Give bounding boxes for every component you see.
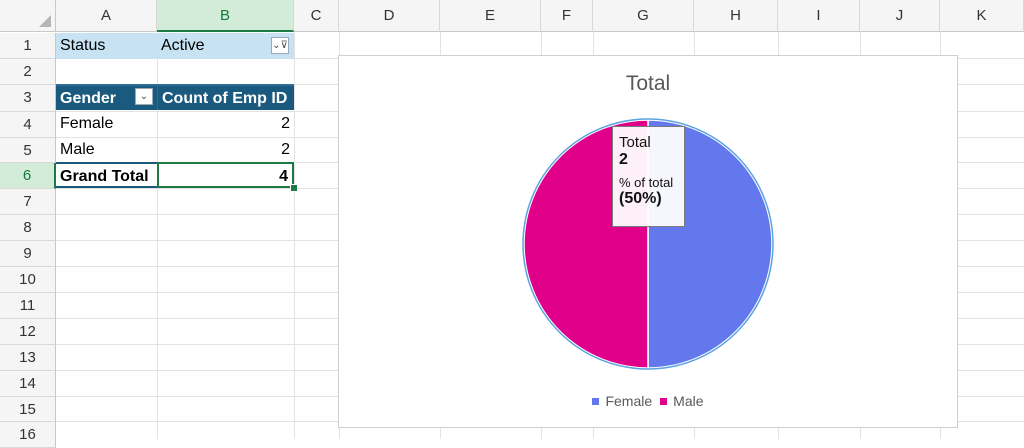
column-header-c[interactable]: C bbox=[294, 0, 339, 32]
pivot-row-value[interactable]: 2 bbox=[281, 141, 290, 158]
pivot-row-label[interactable]: Male bbox=[60, 141, 95, 158]
row-header-14[interactable]: 14 bbox=[0, 371, 56, 397]
tooltip-percent-label: % of total bbox=[619, 175, 674, 190]
pivot-value-header[interactable]: Count of Emp ID bbox=[157, 84, 294, 110]
chevron-down-icon[interactable]: ⌄ bbox=[135, 88, 153, 105]
column-header-h[interactable]: H bbox=[694, 0, 778, 32]
row-header-5[interactable]: 5 bbox=[0, 138, 56, 163]
column-header-b[interactable]: B bbox=[157, 0, 294, 32]
column-header-i[interactable]: I bbox=[778, 0, 860, 32]
tooltip-series: Total bbox=[619, 134, 651, 151]
pivot-grand-total-value[interactable]: 4 bbox=[157, 162, 294, 188]
pie-plot-area[interactable] bbox=[339, 56, 959, 429]
pie-chart[interactable]: Total Female Male bbox=[338, 55, 958, 428]
row-header-1[interactable]: 1 bbox=[0, 33, 56, 59]
column-header-f[interactable]: F bbox=[541, 0, 593, 32]
row-header-15[interactable]: 15 bbox=[0, 397, 56, 422]
row-header-8[interactable]: 8 bbox=[0, 215, 56, 241]
legend-swatch bbox=[660, 398, 668, 405]
legend-item-male[interactable]: Male bbox=[660, 393, 704, 409]
column-header-a[interactable]: A bbox=[56, 0, 157, 32]
pie-selection-outline bbox=[522, 118, 774, 370]
row-header-6[interactable]: 6 bbox=[0, 163, 56, 189]
chart-legend[interactable]: Female Male bbox=[339, 393, 957, 409]
pivot-filter-label[interactable]: Status bbox=[56, 33, 157, 59]
column-header-g[interactable]: G bbox=[593, 0, 694, 32]
row-header-4[interactable]: 4 bbox=[0, 112, 56, 138]
fill-handle[interactable] bbox=[290, 184, 298, 192]
select-all-icon bbox=[39, 15, 51, 27]
tooltip-percent-value: (50%) bbox=[619, 190, 662, 207]
filter-dropdown-icon[interactable]: ⌄⊽ bbox=[271, 37, 289, 54]
legend-item-female[interactable]: Female bbox=[592, 393, 652, 409]
column-header-d[interactable]: D bbox=[339, 0, 440, 32]
legend-swatch bbox=[592, 398, 600, 405]
row-header-3[interactable]: 3 bbox=[0, 85, 56, 112]
legend-label: Female bbox=[605, 393, 653, 409]
row-header-7[interactable]: 7 bbox=[0, 189, 56, 215]
chart-tooltip: Total 2 % of total (50%) bbox=[612, 126, 685, 227]
pivot-row-value[interactable]: 2 bbox=[281, 115, 290, 132]
pivot-grand-total-label[interactable]: Grand Total bbox=[56, 162, 157, 188]
row-header-2[interactable]: 2 bbox=[0, 59, 56, 85]
column-header-k[interactable]: K bbox=[940, 0, 1024, 32]
legend-label: Male bbox=[673, 393, 704, 409]
column-header-j[interactable]: J bbox=[860, 0, 940, 32]
row-header-9[interactable]: 9 bbox=[0, 241, 56, 267]
column-header-e[interactable]: E bbox=[440, 0, 541, 32]
grid-vline bbox=[294, 32, 295, 439]
pivot-row-label[interactable]: Female bbox=[60, 115, 114, 132]
chart-title[interactable]: Total bbox=[625, 72, 671, 95]
tooltip-value: 2 bbox=[619, 151, 628, 168]
select-all-corner[interactable] bbox=[0, 0, 56, 32]
grid-vline bbox=[157, 32, 158, 439]
row-header-16[interactable]: 16 bbox=[0, 422, 56, 448]
row-header-13[interactable]: 13 bbox=[0, 345, 56, 371]
row-header-10[interactable]: 10 bbox=[0, 267, 56, 293]
row-header-11[interactable]: 11 bbox=[0, 293, 56, 319]
row-header-12[interactable]: 12 bbox=[0, 319, 56, 345]
